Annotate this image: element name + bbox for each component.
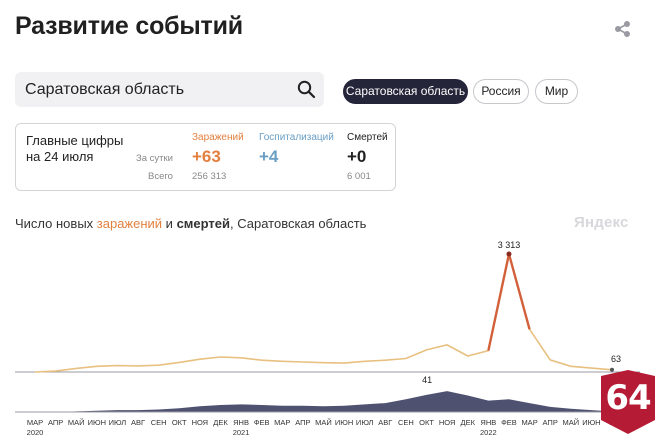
year-label: 2020	[27, 428, 44, 437]
x-tick-label: ФЕВ	[501, 418, 517, 427]
infections-total: 256 313	[192, 171, 227, 182]
x-tick-label: ИЮН	[335, 418, 353, 427]
x-tick-label: ИЮН	[88, 418, 106, 427]
x-tick-label: АПР	[543, 418, 558, 427]
x-tick-label: ИЮН	[582, 418, 600, 427]
infections-last-label: 63	[611, 354, 621, 364]
x-tick-label: СЕН	[398, 418, 414, 427]
caption-infections: заражений	[96, 216, 163, 231]
stats-card: Главные цифры на 24 июля За сутки Всего …	[15, 123, 396, 191]
infections-daily: +63	[192, 147, 221, 166]
x-tick-label: ДЕК	[213, 418, 228, 427]
yandex-watermark: Яндекс	[574, 214, 629, 231]
row-label-total: Всего	[148, 171, 173, 182]
x-tick-label: МАР	[27, 418, 43, 427]
x-tick-label: ЯНВ	[480, 418, 496, 427]
x-tick-label: НОЯ	[439, 418, 456, 427]
search-input[interactable]	[25, 72, 285, 107]
logo-64-text: 64	[605, 378, 651, 418]
hospitalizations-label: Госпитализаций	[259, 132, 334, 143]
x-tick-label: ИЮЛ	[356, 418, 374, 427]
stats-heading: Главные цифры на 24 июля	[26, 133, 124, 164]
caption-middle: и	[162, 216, 177, 231]
region-tab-world[interactable]: Мир	[535, 79, 578, 104]
caption-suffix: , Саратовская область	[230, 216, 367, 231]
x-tick-label: ОКТ	[172, 418, 187, 427]
x-tick-label: НОЯ	[192, 418, 209, 427]
infections-last-dot	[610, 367, 614, 372]
deaths-daily: +0	[347, 147, 367, 166]
deaths-label: Смертей	[347, 132, 388, 143]
region-tab-russia[interactable]: Россия	[473, 79, 529, 104]
deaths-total: 6 001	[347, 171, 371, 182]
chart-caption: Число новых заражений и смертей, Саратов…	[15, 216, 366, 231]
infections-peak-dot	[506, 251, 512, 257]
x-tick-label: ДЕК	[461, 418, 476, 427]
infections-label: Заражений	[192, 132, 244, 143]
row-label-daily: За сутки	[136, 153, 173, 164]
search-icon[interactable]	[297, 80, 316, 99]
year-label: 2021	[233, 428, 250, 437]
hospitalizations-daily: +4	[259, 147, 279, 166]
caption-prefix: Число новых	[15, 216, 97, 231]
x-tick-label: ОКТ	[419, 418, 434, 427]
deaths-peak-label: 41	[422, 375, 432, 385]
x-tick-label: СЕН	[151, 418, 167, 427]
x-tick-label: АВГ	[378, 418, 392, 427]
x-tick-label: МАЙ	[68, 418, 85, 427]
deaths-area	[35, 391, 612, 412]
region-tab-saratov[interactable]: Саратовская область	[343, 79, 468, 104]
x-tick-label: МАЙ	[315, 418, 332, 427]
x-tick-label: АВГ	[131, 418, 145, 427]
caption-deaths: смертей	[176, 216, 230, 231]
x-tick-label: ФЕВ	[254, 418, 270, 427]
year-label: 2022	[480, 428, 497, 437]
infections-peak-segment	[487, 253, 531, 351]
share-icon[interactable]	[612, 18, 634, 40]
x-tick-label: ЯНВ	[233, 418, 249, 427]
x-tick-label: ИЮЛ	[109, 418, 127, 427]
search-box	[15, 72, 324, 107]
infections-peak-label: 3 313	[498, 240, 521, 250]
x-tick-label: МАР	[521, 418, 537, 427]
x-tick-label: АПР	[48, 418, 63, 427]
x-tick-label: МАР	[274, 418, 290, 427]
page-title: Развитие событий	[15, 12, 243, 40]
x-tick-label: МАЙ	[562, 418, 579, 427]
x-tick-label: АПР	[295, 418, 310, 427]
logo-64-badge	[601, 370, 655, 434]
